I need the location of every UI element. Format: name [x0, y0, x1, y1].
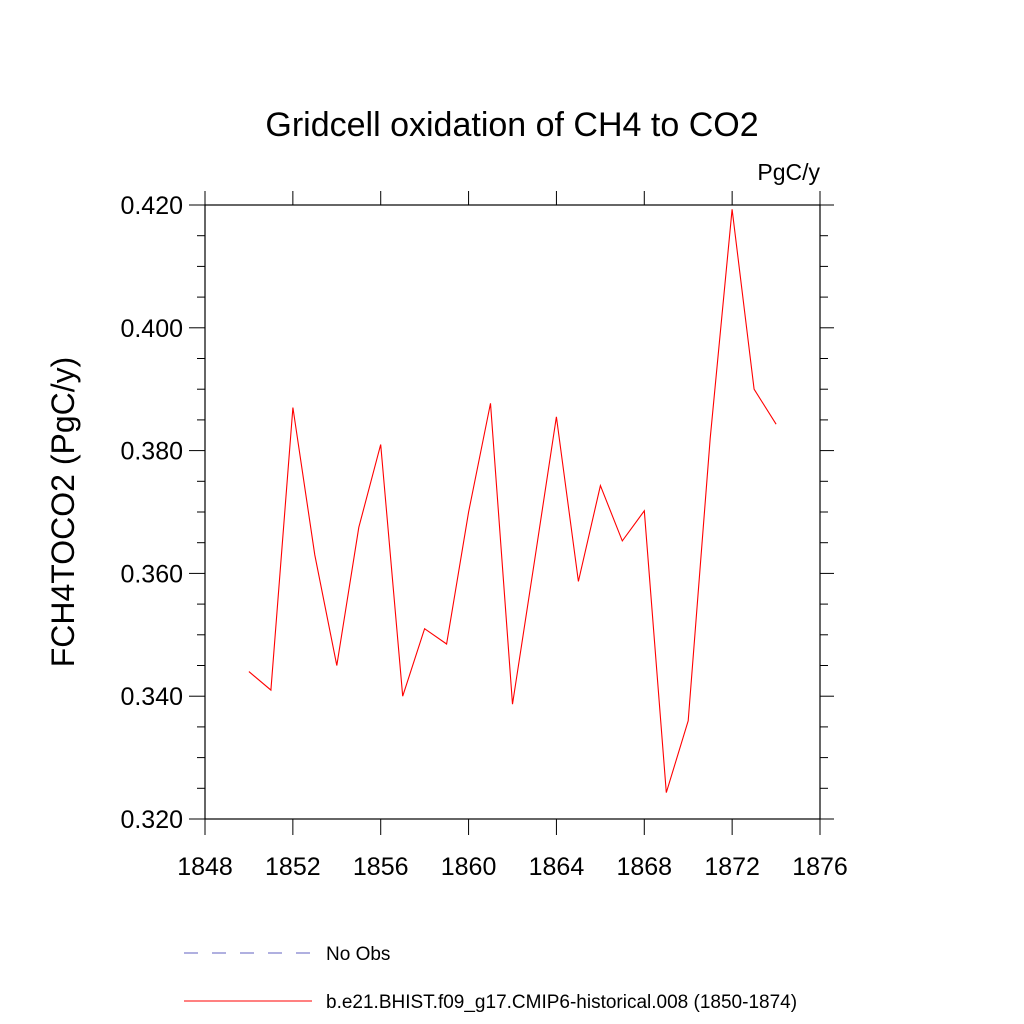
- units-label: PgC/y: [757, 159, 820, 185]
- y-tick-label: 0.340: [120, 683, 183, 711]
- x-tick-label: 1876: [792, 853, 848, 881]
- x-tick-label: 1848: [177, 853, 233, 881]
- legend-label: No Obs: [326, 944, 390, 965]
- x-axis-ticks: 1848 1852 1856 1860 1864 1868 1872 1876: [177, 191, 848, 881]
- y-tick-label: 0.400: [120, 315, 183, 343]
- series-line: [248, 209, 777, 793]
- y-tick-label: 0.360: [120, 560, 183, 588]
- x-tick-label: 1868: [616, 853, 672, 881]
- x-tick-label: 1860: [441, 853, 497, 881]
- legend: No Obs b.e21.BHIST.f09_g17.CMIP6-historic…: [184, 944, 797, 1013]
- legend-label: b.e21.BHIST.f09_g17.CMIP6-historical.008…: [326, 992, 797, 1013]
- y-axis-ticks: 0.320 0.340 0.360 0.380 0.400 0.420: [120, 192, 834, 834]
- chart-title: Gridcell oxidation of CH4 to CO2: [265, 106, 758, 144]
- plot-frame: [204, 204, 821, 820]
- x-tick-label: 1872: [704, 853, 760, 881]
- x-tick-label: 1856: [353, 853, 409, 881]
- x-tick-label: 1852: [265, 853, 321, 881]
- y-tick-label: 0.420: [120, 192, 183, 220]
- y-tick-label: 0.320: [120, 806, 183, 834]
- x-tick-label: 1864: [529, 853, 585, 881]
- y-tick-label: 0.380: [120, 438, 183, 466]
- y-axis-label: FCH4TOCO2 (PgC/y): [45, 357, 81, 668]
- series-group: [248, 209, 777, 793]
